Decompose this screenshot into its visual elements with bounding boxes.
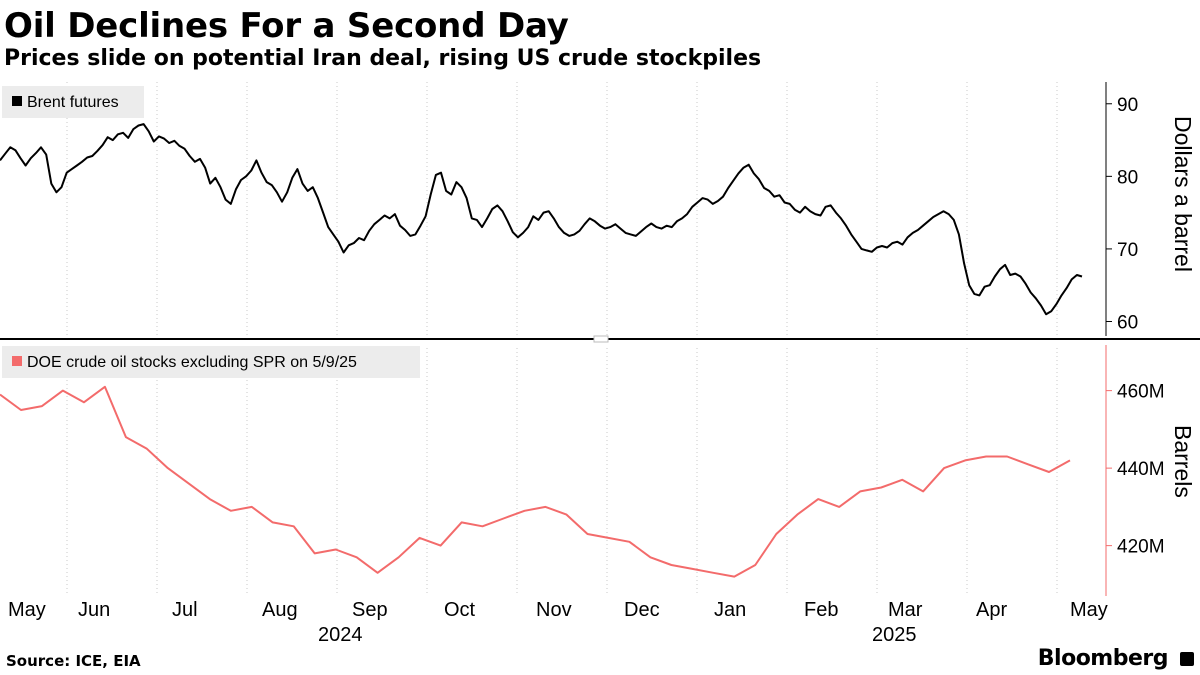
bloomberg-terminal-icon [1180,652,1194,666]
x-tick-label-dec: Dec [624,599,660,621]
legend-box-stocks [2,346,420,378]
x-year-label-2024: 2024 [318,624,363,646]
x-tick-label-mar: Mar [888,599,923,621]
x-tick-label-nov: Nov [536,599,572,621]
y-tick-label: 70 [1117,240,1138,261]
y-tick-label: 80 [1117,167,1138,188]
bloomberg-logo: Bloomberg [1037,646,1169,671]
chart-title: Oil Declines For a Second Day [4,6,569,46]
x-year-label-2025: 2025 [872,624,917,646]
crude-stocks-line [0,385,1071,578]
y-tick-label: 440M [1117,459,1165,480]
x-tick-label-jan: Jan [714,599,746,621]
y-tick-label: 90 [1117,95,1138,116]
legend-label-brent: Brent futures [27,94,119,111]
panel-divider-handle [593,335,609,343]
y-tick-label: 60 [1117,312,1138,333]
legend-swatch-brent [12,96,22,106]
legend-box-brent [2,86,144,118]
x-tick-label-may: May [1070,599,1108,621]
y-axis-label-brent: Dollars a barrel [1170,116,1196,272]
x-tick-label-feb: Feb [804,599,838,621]
grid-lines [66,82,1058,596]
chart-subtitle: Prices slide on potential Iran deal, ris… [4,46,762,71]
x-tick-label-may: May [8,599,46,621]
y-axis-label-stocks: Barrels [1170,425,1196,498]
y-tick-label: 460M [1117,382,1165,403]
x-tick-label-jun: Jun [78,599,110,621]
x-tick-label-sep: Sep [352,599,388,621]
x-tick-label-oct: Oct [444,599,476,621]
y-tick-label: 420M [1117,537,1165,558]
brent-futures-line [0,123,1083,316]
x-tick-label-aug: Aug [262,599,298,621]
legend-swatch-stocks [12,356,22,366]
source-note: Source: ICE, EIA [6,652,141,670]
legend-label-stocks: DOE crude oil stocks excluding SPR on 5/… [27,354,357,371]
x-tick-label-jul: Jul [172,599,198,621]
x-tick-label-apr: Apr [976,599,1007,621]
